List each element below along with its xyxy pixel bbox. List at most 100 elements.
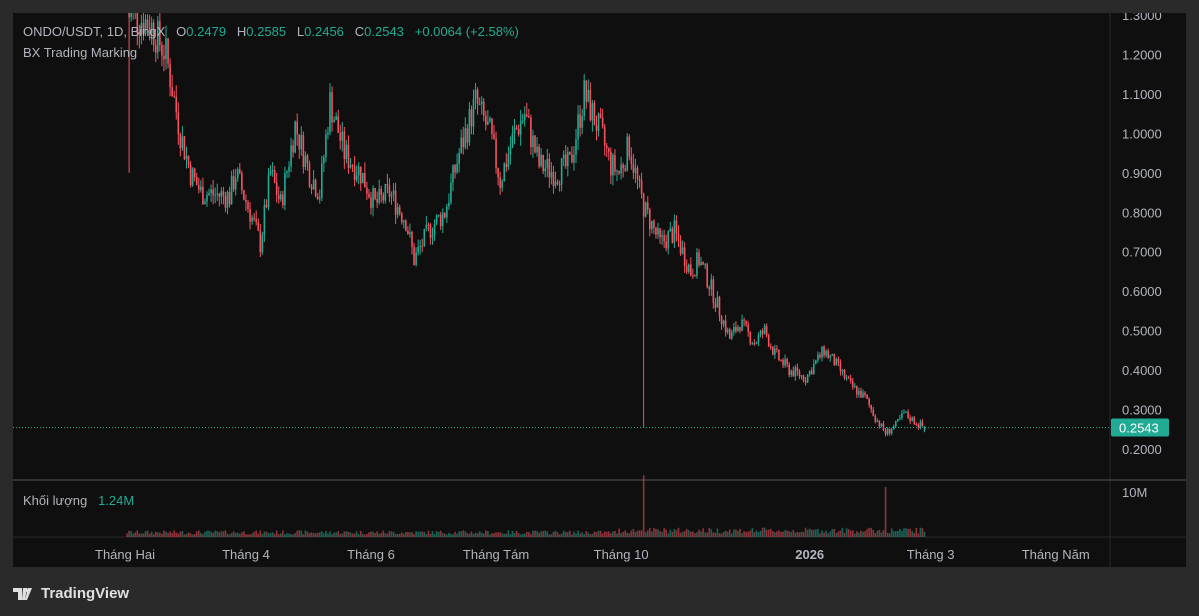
- price-tick: 1.3000: [1122, 13, 1162, 23]
- candle-body: [224, 195, 227, 208]
- volume-bar: [212, 532, 214, 537]
- volume-bar: [599, 530, 602, 537]
- volume-bar: [585, 531, 588, 537]
- candle-body: [495, 138, 497, 168]
- volume-bar: [497, 532, 499, 537]
- candle-body: [743, 319, 745, 321]
- candle-body: [462, 137, 465, 148]
- volume-bar: [657, 529, 659, 537]
- indicator-label[interactable]: BX Trading Marking: [23, 45, 138, 60]
- volume-bar: [493, 533, 495, 537]
- candle-body: [550, 171, 553, 178]
- candle-body: [431, 234, 434, 238]
- volume-bar: [195, 531, 198, 537]
- candle-body: [649, 209, 651, 230]
- volume-bar: [232, 531, 235, 537]
- time-tick: Tháng 6: [347, 547, 395, 562]
- candle-body: [239, 169, 241, 174]
- volume-bar: [214, 530, 216, 537]
- volume-bar: [501, 533, 503, 537]
- chart-panel[interactable]: 1.3000 1.2000 1.1000 1.0000 0.9000 0.8000 0.70…: [13, 13, 1186, 567]
- volume-bar: [866, 528, 868, 537]
- volume-bar: [519, 534, 522, 537]
- candle-body: [710, 279, 713, 290]
- volume-bar: [739, 528, 741, 537]
- volume-bar: [526, 531, 528, 537]
- candle-body: [222, 191, 225, 196]
- symbol-label[interactable]: ONDO/USDT, 1D, BingX: [23, 24, 166, 39]
- candle-body: [376, 199, 378, 203]
- candle-body: [513, 127, 516, 134]
- candle-body: [579, 114, 581, 128]
- candle-body: [538, 146, 540, 167]
- price-chart[interactable]: 1.3000 1.2000 1.1000 1.0000 0.9000 0.8000 0.70…: [13, 13, 1186, 567]
- candle-body: [497, 167, 499, 178]
- volume-bar: [788, 531, 790, 537]
- candle-body: [489, 118, 491, 122]
- volume-bar: [821, 530, 823, 537]
- volume-bar: [489, 534, 491, 537]
- volume-bar: [413, 533, 415, 537]
- candle-body: [835, 358, 838, 366]
- candle-body: [427, 224, 430, 226]
- candle-body: [345, 144, 348, 160]
- volume-bar: [835, 533, 838, 537]
- volume-bar: [778, 530, 780, 537]
- volume-bar: [359, 530, 362, 537]
- candle-body: [772, 346, 774, 355]
- candle-body: [189, 165, 192, 186]
- volume-bar: [396, 533, 399, 537]
- candle-body: [802, 375, 805, 382]
- volume-bar: [741, 533, 743, 537]
- candle-body: [751, 343, 754, 345]
- volume-bar: [425, 534, 428, 537]
- volume-bar: [591, 533, 594, 537]
- volume-bar: [876, 530, 879, 537]
- candle-body: [505, 163, 508, 168]
- volume-bar: [540, 531, 542, 537]
- candle-body: [331, 92, 333, 123]
- volume-bar: [515, 530, 518, 537]
- candle-body: [318, 197, 321, 200]
- candle-body: [206, 194, 208, 202]
- candle-body: [310, 186, 313, 190]
- candle-body: [230, 176, 233, 205]
- volume-bar: [337, 531, 339, 537]
- candle-body: [597, 113, 600, 131]
- volume-bar: [792, 530, 795, 537]
- volume-bar: [665, 529, 667, 537]
- volume-bar: [161, 533, 163, 537]
- volume-label[interactable]: Khối lượng: [23, 493, 88, 508]
- volume-bar: [831, 529, 834, 537]
- volume-bar: [911, 531, 913, 537]
- candle-body: [312, 179, 315, 190]
- candle-body: [478, 103, 481, 105]
- candle-body: [854, 386, 856, 388]
- volume-bar: [687, 530, 690, 537]
- candle-body: [474, 89, 477, 100]
- candle-body: [907, 411, 909, 418]
- time-tick: 2026: [795, 547, 824, 562]
- tradingview-logo[interactable]: TradingView: [13, 585, 129, 602]
- candle-body: [646, 202, 649, 210]
- candle-body: [911, 417, 913, 422]
- candle-body: [321, 163, 323, 198]
- volume-bar: [808, 528, 811, 537]
- candle-body: [374, 188, 376, 200]
- candle-body: [519, 121, 522, 135]
- candle-body: [249, 209, 251, 222]
- volume-bar: [347, 532, 350, 537]
- candle-body: [599, 113, 602, 119]
- candle-body: [226, 191, 229, 208]
- candle-body: [165, 38, 167, 60]
- candle-body: [653, 220, 655, 228]
- candle-body: [735, 326, 737, 332]
- volume-bar: [398, 533, 401, 537]
- candle-body: [187, 155, 190, 166]
- candle-body: [148, 28, 151, 34]
- candle-body: [591, 103, 594, 121]
- candle-body: [706, 264, 708, 288]
- candle-body: [622, 164, 624, 169]
- volume-bar: [458, 531, 460, 537]
- candle-body: [733, 326, 735, 333]
